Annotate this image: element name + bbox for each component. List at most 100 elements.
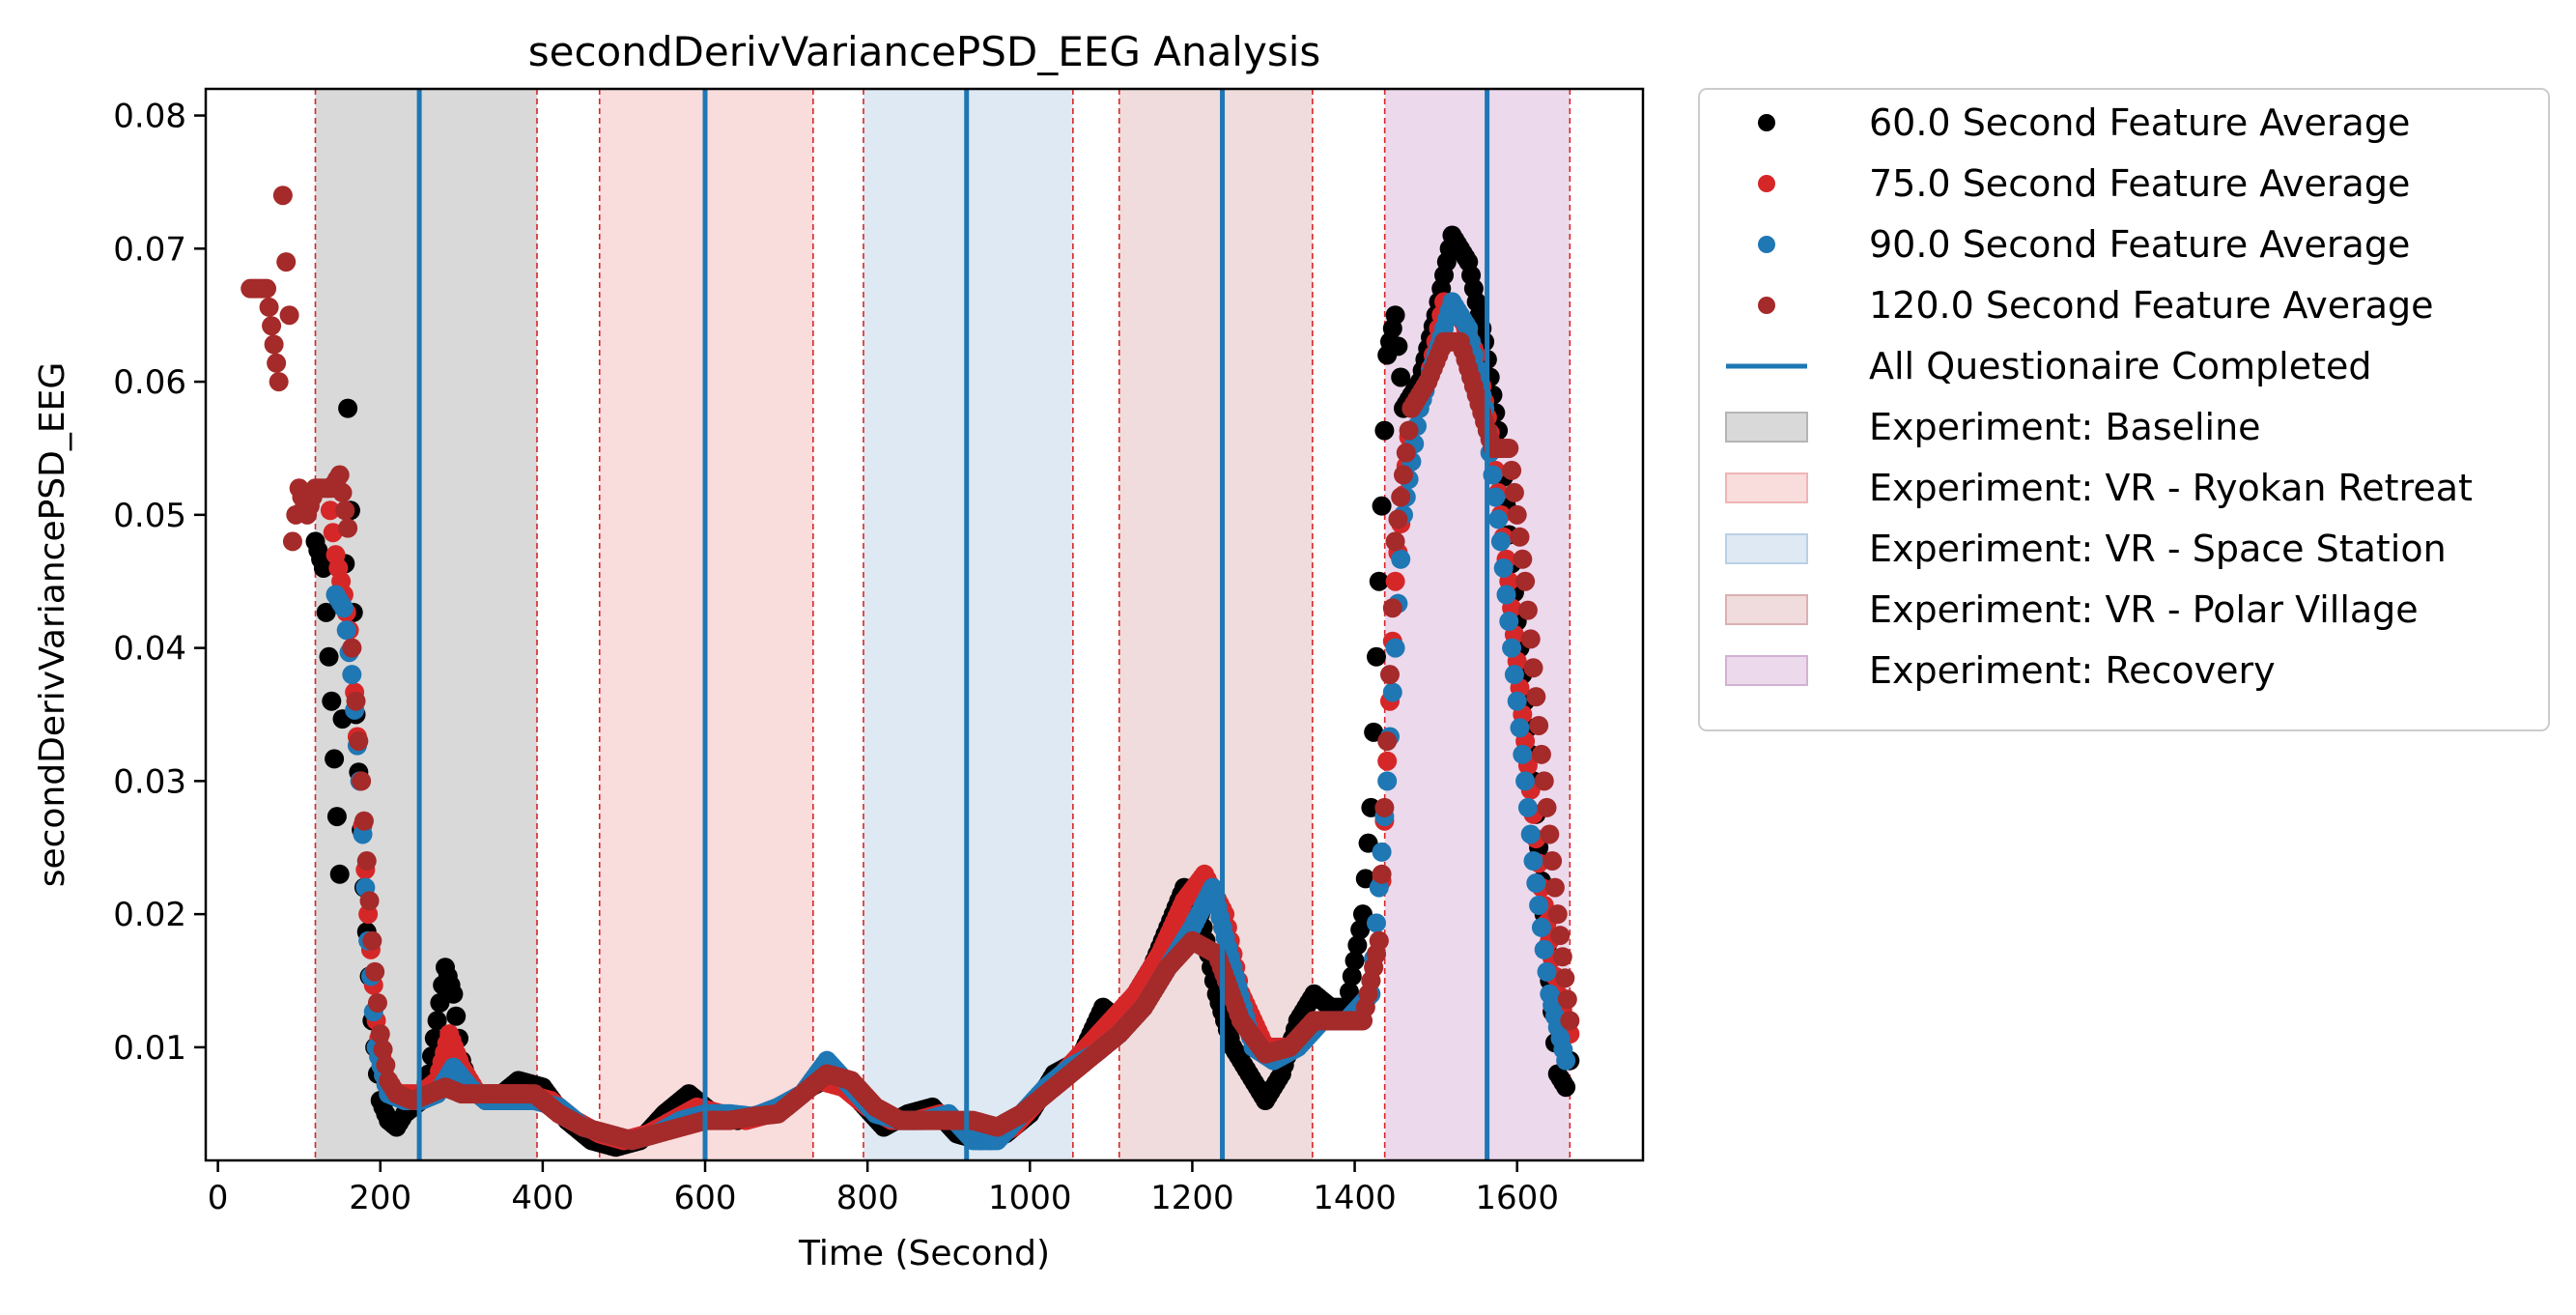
point-2-424 [1377,771,1398,791]
point-3-461 [1394,465,1413,485]
point-2-481 [1531,917,1551,937]
point-2-422 [1372,842,1392,862]
legend-label-9: Experiment: Recovery [1869,649,2276,692]
point-0-407 [1342,966,1362,986]
point-3-34 [335,500,355,521]
legend-marker-1 [1758,175,1775,192]
point-2-465 [1488,509,1509,529]
point-0-12 [338,398,358,418]
point-2-482 [1534,939,1554,959]
point-3-14 [279,305,299,326]
point-1-431 [1385,571,1405,591]
point-3-504 [1510,527,1530,547]
point-3-507 [1517,600,1538,620]
legend-marker-2 [1758,236,1775,253]
point-1-428 [1377,751,1398,771]
point-3-500 [1499,438,1519,458]
legend-swatch-9 [1725,655,1808,686]
point-3-46 [370,1024,390,1044]
point-2-420 [1366,913,1386,933]
legend-label-4: All Questionaire Completed [1869,345,2372,387]
point-0-5 [319,646,339,667]
point-0-408 [1345,951,1365,971]
point-3-13 [276,252,297,272]
legend-item-2: 90.0 Second Feature Average [1758,223,2410,266]
point-2-480 [1529,895,1549,915]
point-3-33 [332,482,353,502]
point-3-514 [1537,797,1557,817]
point-2-477 [1520,824,1541,844]
point-0-424 [1388,336,1408,357]
point-3-510 [1526,687,1546,707]
point-3-523 [1560,1011,1580,1031]
plot-frame [204,87,1645,1162]
point-2-6 [342,665,362,685]
y-tick-label-2: 0.03 [113,762,186,801]
x-tick-label-5: 1000 [988,1179,1072,1217]
x-tick-label-0: 0 [208,1179,229,1217]
point-3-44 [365,961,385,982]
legend-label-1: 75.0 Second Feature Average [1869,162,2410,205]
questionnaire-lines [416,89,1490,1160]
point-0-6 [322,691,342,711]
point-0-410 [1350,920,1371,940]
point-2-476 [1517,797,1538,817]
legend-marker-0 [1758,114,1775,131]
chart-title: secondDerivVariancePSD_EEG Analysis [528,28,1321,75]
point-0-7 [325,749,345,769]
point-3-35 [338,518,358,538]
point-3-509 [1523,658,1543,678]
point-2-471 [1504,665,1524,685]
legend-item-8: Experiment: VR - Polar Village [1725,588,2419,631]
x-tick-label-2: 400 [511,1179,574,1217]
point-3-40 [354,811,374,831]
y-tick-label-5: 0.06 [113,363,186,402]
legend-item-0: 60.0 Second Feature Average [1758,101,2410,144]
legend-label-3: 120.0 Second Feature Average [1869,284,2434,327]
point-3-42 [359,891,380,911]
point-0-417 [1369,571,1389,591]
legend-swatch-5 [1725,412,1808,443]
point-0-418 [1372,496,1392,516]
point-3-15 [282,531,302,552]
point-3-512 [1531,744,1551,764]
point-3-36 [342,638,362,658]
point-3-39 [352,771,372,791]
point-2-490 [1556,1050,1576,1071]
point-3-462 [1396,443,1416,463]
y-axis-ticks: 0.01 0.02 0.03 0.04 0.05 0.06 0.07 0.08 [113,98,206,1068]
legend-label-5: Experiment: Baseline [1869,406,2261,448]
point-2-4 [336,620,356,641]
legend-item-1: 75.0 Second Feature Average [1758,162,2410,205]
legend-swatch-7 [1725,533,1808,564]
point-0-45 [427,1011,447,1031]
point-3-502 [1504,482,1524,502]
legend-item-4: All Questionaire Completed [1726,345,2372,387]
x-tick-label-3: 600 [674,1179,737,1217]
point-2-469 [1499,612,1519,632]
legend-swatch-6 [1725,472,1808,503]
legend-label-8: Experiment: VR - Polar Village [1869,588,2419,631]
point-3-511 [1529,715,1549,735]
point-0-425 [1391,367,1411,387]
point-0-423 [1385,305,1405,326]
legend-label-6: Experiment: VR - Ryokan Retreat [1869,467,2473,509]
phase-band-4 [1384,89,1571,1160]
point-0-8 [326,807,347,827]
legend-item-9: Experiment: Recovery [1725,649,2276,692]
point-3-506 [1515,571,1536,591]
point-3-453 [1372,864,1392,884]
point-3-522 [1557,989,1577,1010]
point-3-12 [272,186,293,206]
point-2-3 [333,598,354,618]
point-3-459 [1388,509,1408,529]
point-0-51 [443,984,464,1004]
point-2-470 [1502,638,1522,658]
point-3-505 [1513,549,1533,569]
point-2-474 [1513,744,1533,764]
point-2-472 [1507,691,1527,711]
point-3-11 [269,372,289,392]
x-axis-label: Time (Second) [798,1234,1050,1273]
point-0-419 [1374,420,1395,441]
